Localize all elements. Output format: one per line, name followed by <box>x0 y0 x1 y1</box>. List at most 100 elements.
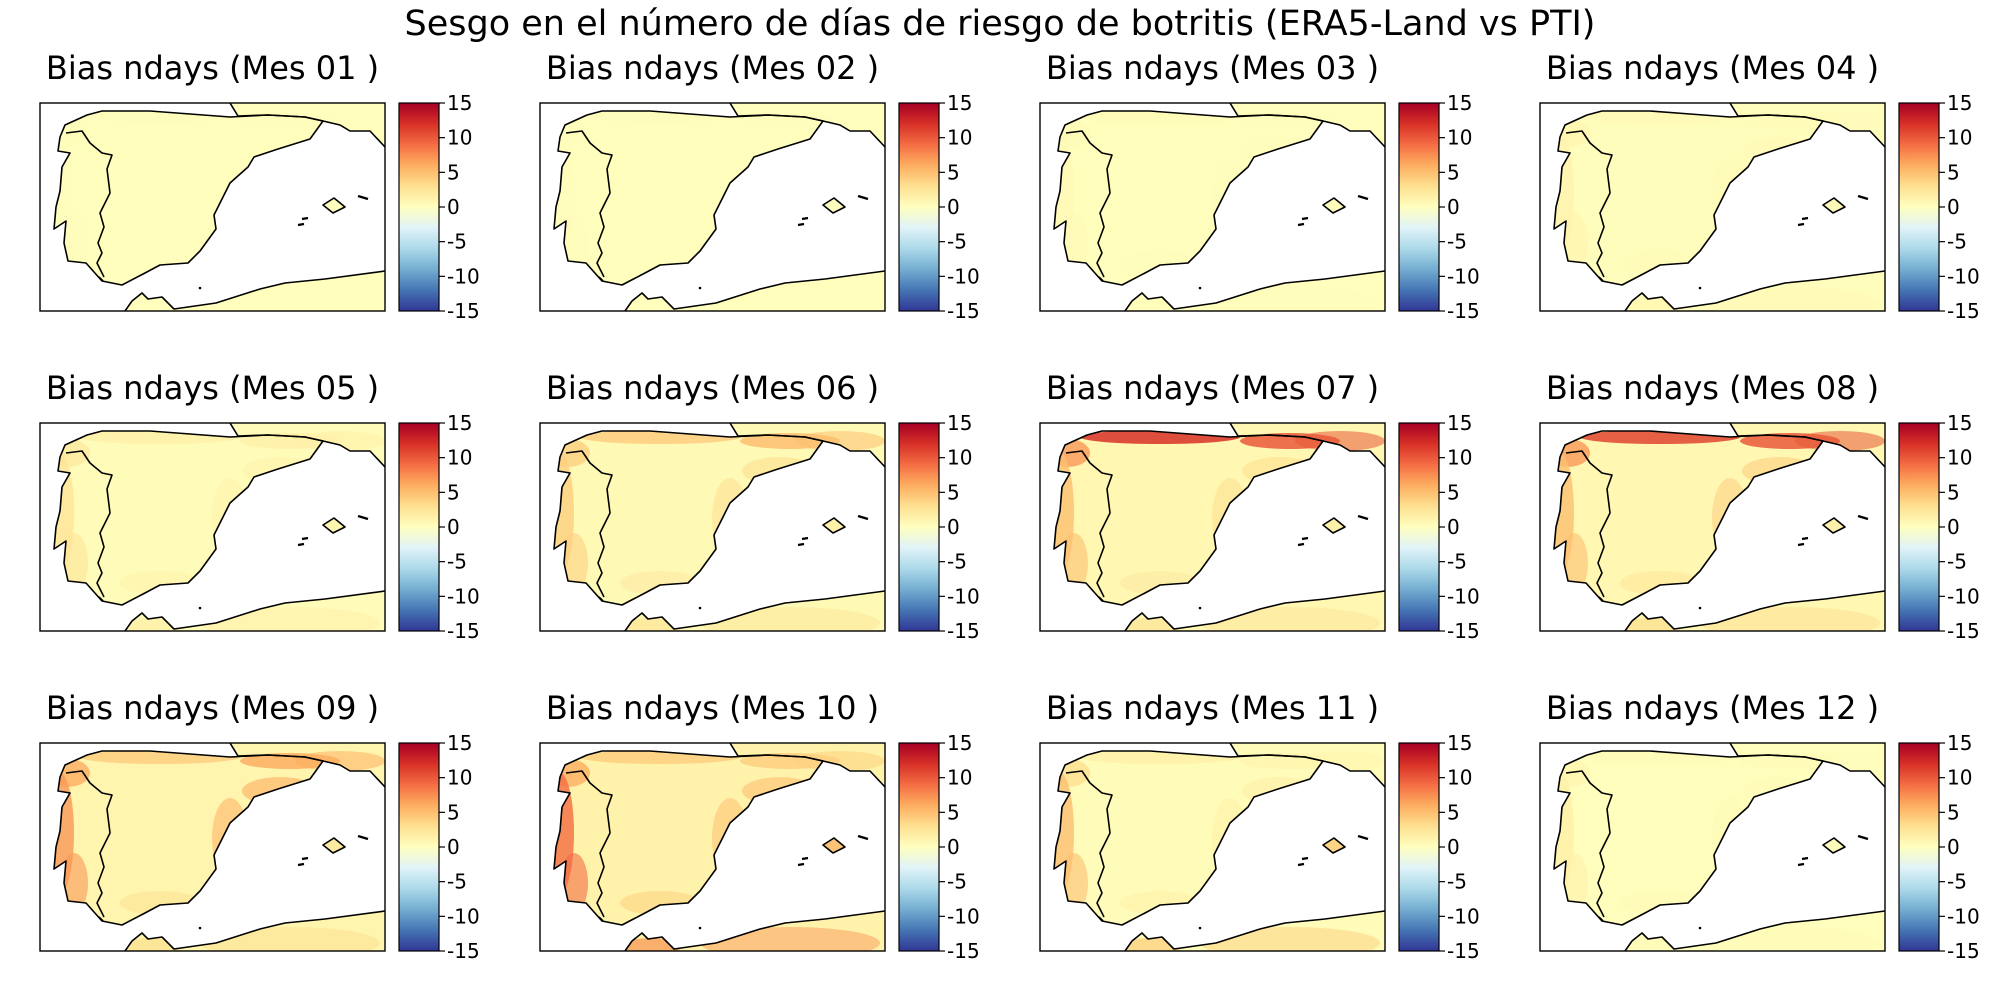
colorbar-tick-label: -10 <box>447 904 480 928</box>
island <box>797 216 809 227</box>
island <box>1297 216 1309 227</box>
coastline <box>1624 590 1885 631</box>
map-area <box>539 102 886 312</box>
colorbar: 15 10 5 0 -5 -10 -15 <box>1898 411 1980 643</box>
colorbar-tick-label: 10 <box>947 126 972 150</box>
colorbar-tick-label: 10 <box>947 446 972 470</box>
border-line <box>65 770 113 918</box>
map-frame <box>539 422 886 632</box>
border-line <box>65 450 113 598</box>
island <box>698 926 702 930</box>
map-area <box>39 102 386 312</box>
border-line <box>229 743 385 788</box>
colorbar-tick-label: 0 <box>947 195 960 219</box>
colorbar: 15 10 5 0 -5 -10 -15 <box>1898 91 1980 323</box>
island <box>797 536 809 547</box>
colorbar-tick-label: -15 <box>447 939 480 963</box>
border-line <box>729 743 885 788</box>
map-panel-2: Bias ndays (Mes 02 ) 15 10 5 0 -5 -10 -15 <box>539 49 980 323</box>
colorbar-tick-label: 0 <box>447 835 460 859</box>
panel-title: Bias ndays (Mes 03 ) <box>1046 49 1379 87</box>
island <box>1198 286 1202 290</box>
border-line <box>1565 770 1613 918</box>
colorbar-tick-label: 5 <box>1947 480 1960 504</box>
colorbar-scale <box>1398 102 1440 312</box>
colorbar-tick-label: -15 <box>947 939 980 963</box>
coastline <box>98 916 104 922</box>
map-area <box>1039 102 1386 312</box>
coastline <box>1124 270 1385 311</box>
coastline <box>1624 270 1885 311</box>
island <box>357 514 369 521</box>
colorbar-tick-label: -5 <box>447 230 467 254</box>
map-frame <box>1039 102 1386 312</box>
map-frame <box>539 742 886 952</box>
colorbar-tick-label: -15 <box>1447 299 1480 323</box>
colorbar-tick-label: -5 <box>1447 230 1467 254</box>
border-line <box>229 103 385 148</box>
map-area <box>1039 422 1386 632</box>
colorbar-tick-label: 0 <box>1947 835 1960 859</box>
island <box>1322 837 1346 854</box>
island <box>357 194 369 201</box>
map-frame <box>1039 742 1386 952</box>
island <box>1797 536 1809 547</box>
coastline <box>124 910 385 951</box>
coastline <box>124 590 385 631</box>
map-frame <box>39 422 386 632</box>
colorbar-tick-label: 5 <box>1447 480 1460 504</box>
map-panel-9: Bias ndays (Mes 09 ) 15 10 5 0 -5 -10 -15 <box>39 689 480 963</box>
colorbar-tick-label: 0 <box>1447 515 1460 539</box>
colorbar-tick-label: -5 <box>947 230 967 254</box>
colorbar-tick-label: 10 <box>447 126 472 150</box>
coastline <box>1598 596 1604 602</box>
map-frame <box>1039 422 1386 632</box>
island <box>1698 286 1702 290</box>
colorbar-tick-label: -10 <box>947 264 980 288</box>
colorbar: 15 10 5 0 -5 -10 -15 <box>898 91 980 323</box>
island <box>698 286 702 290</box>
colorbar-tick-label: 15 <box>447 91 472 115</box>
panel-title: Bias ndays (Mes 02 ) <box>546 49 879 87</box>
colorbar-tick-label: 0 <box>1947 195 1960 219</box>
colorbar-tick-label: -15 <box>447 619 480 643</box>
colorbar-tick-label: -10 <box>1447 904 1480 928</box>
island <box>1857 194 1869 201</box>
colorbar: 15 10 5 0 -5 -10 -15 <box>398 731 480 963</box>
map-panel-4: Bias ndays (Mes 04 ) 15 10 5 0 -5 -10 -15 <box>1539 49 1980 323</box>
colorbar-tick-label: -10 <box>447 264 480 288</box>
border-line <box>1729 423 1885 468</box>
colorbar-tick-label: 15 <box>1947 731 1972 755</box>
colorbar: 15 10 5 0 -5 -10 -15 <box>1898 731 1980 963</box>
island <box>198 606 202 610</box>
colorbar-tick-label: 10 <box>1447 126 1472 150</box>
island <box>1797 216 1809 227</box>
colorbar-tick-label: -10 <box>1947 904 1980 928</box>
colorbar-tick-label: 5 <box>1447 160 1460 184</box>
island <box>1198 606 1202 610</box>
map-panel-3: Bias ndays (Mes 03 ) 15 10 5 0 -5 -10 -15 <box>1039 49 1480 323</box>
panel-title: Bias ndays (Mes 07 ) <box>1046 369 1379 407</box>
border-line <box>1065 450 1113 598</box>
panel-title: Bias ndays (Mes 11 ) <box>1046 689 1379 727</box>
map-panel-8: Bias ndays (Mes 08 ) 15 10 5 0 -5 -10 -15 <box>1539 369 1980 643</box>
colorbar-tick-label: -15 <box>1447 939 1480 963</box>
border-line <box>1065 130 1113 278</box>
map-frame <box>1539 102 1886 312</box>
coastline <box>598 916 604 922</box>
colorbar-tick-label: -5 <box>1447 550 1467 574</box>
island <box>1698 606 1702 610</box>
colorbar-tick-label: 0 <box>1447 835 1460 859</box>
colorbar-tick-label: -15 <box>447 299 480 323</box>
colorbar-tick-label: -15 <box>947 299 980 323</box>
border-line <box>1565 450 1613 598</box>
island <box>1857 514 1869 521</box>
border-line <box>1229 103 1385 148</box>
colorbar-tick-label: 5 <box>447 160 460 184</box>
colorbar-tick-label: 5 <box>1947 800 1960 824</box>
island <box>1857 834 1869 841</box>
colorbar-tick-label: 15 <box>1447 731 1472 755</box>
island <box>1357 834 1369 841</box>
island <box>797 856 809 867</box>
border-line <box>1729 103 1885 148</box>
